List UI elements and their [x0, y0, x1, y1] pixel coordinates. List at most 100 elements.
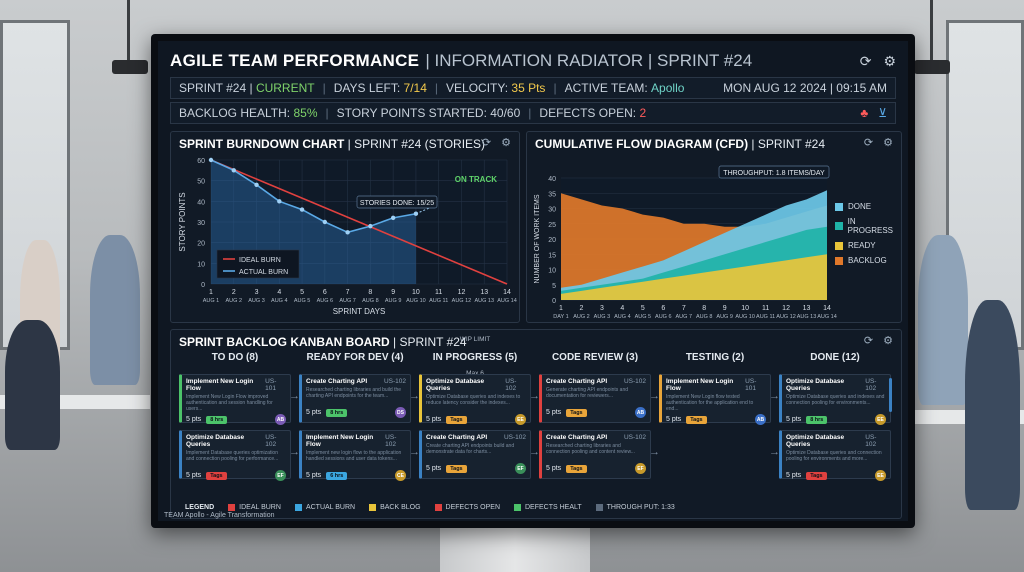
cfd-y-tick: 20: [548, 237, 556, 244]
avatar[interactable]: DS: [395, 407, 406, 418]
cfd-x-date: AUG 9: [716, 314, 733, 320]
kanban-column-header[interactable]: IN PROGRESS (5): [432, 352, 518, 363]
burndown-x-tick: 2: [232, 289, 236, 296]
wip-max: Max 6: [419, 370, 531, 378]
background-person: [965, 300, 1020, 510]
cfd-y-label: NUMBER OF WORK ITEMS: [534, 194, 541, 283]
avatar[interactable]: AB: [635, 407, 646, 418]
cfd-legend-backlog: BACKLOG: [835, 256, 901, 265]
kanban-panel: SPRINT BACKLOG KANBAN BOARD | SPRINT #24…: [170, 329, 902, 519]
burndown-y-tick: 20: [197, 241, 205, 248]
card-title: Optimize Database Queries: [186, 434, 245, 448]
health-info-bar: BACKLOG HEALTH: 85% | STORY POINTS START…: [170, 102, 896, 124]
kanban-card[interactable]: Implement New Login Flow US-101 Implement …: [659, 374, 771, 425]
cfd-x-date: AUG 8: [696, 314, 713, 320]
cfd-x-date: AUG 7: [676, 314, 693, 320]
kanban-card[interactable]: Optimize Database Queries US-102 Optimize …: [779, 430, 891, 481]
cfd-legend-ready: READY: [835, 241, 901, 250]
kanban-card[interactable]: Create Charting API US-102 Create charting…: [419, 430, 531, 479]
gear-icon[interactable]: ⚙: [883, 137, 893, 149]
monitor-stand: [440, 528, 590, 572]
card-title: Implement New Login Flow: [186, 378, 254, 392]
cfd-y-tick: 35: [548, 191, 556, 198]
card-id: US-102: [383, 378, 406, 385]
actual-burn-point: [390, 215, 396, 221]
kanban-column-header[interactable]: DONE (12): [810, 352, 860, 363]
burndown-x-tick: 9: [391, 289, 395, 296]
avatar[interactable]: AB: [755, 414, 766, 425]
card-id: US-102: [385, 434, 397, 448]
kanban-column-header[interactable]: TO DO (8): [211, 352, 259, 363]
flow-arrow-icon: →: [289, 446, 300, 458]
gear-icon[interactable]: ⚙: [501, 137, 511, 149]
legend-swatch: [514, 503, 521, 511]
actual-burn-point: [277, 199, 282, 204]
kanban-card[interactable]: Optimize Database Queries US-102 Optimize …: [419, 374, 531, 425]
kanban-column-header[interactable]: TESTING (2): [685, 352, 745, 363]
kanban-title: SPRINT BACKLOG KANBAN BOARD | SPRINT #24: [179, 335, 467, 349]
card-points: 5 pts: [546, 409, 562, 416]
kanban-card[interactable]: Implement New Login Flow US-102 Implement …: [299, 430, 411, 481]
burndown-y-tick: 0: [201, 282, 205, 289]
card-tag: 8 hrs: [206, 415, 228, 424]
sprint-info-bar: SPRINT #24 | CURRENT | DAYS LEFT: 7/14 |…: [170, 77, 896, 99]
avatar[interactable]: AB: [275, 414, 286, 425]
burndown-x-tick: 11: [435, 289, 442, 296]
card-description: Optimize Database queries and connection…: [786, 450, 882, 462]
card-title: Create Charting API: [426, 434, 488, 441]
cfd-y-tick: 25: [548, 222, 556, 229]
legend-swatch: [434, 503, 442, 511]
avatar[interactable]: CE: [395, 470, 406, 481]
cfd-x-date: AUG 5: [635, 314, 652, 320]
card-points: 5 pts: [546, 465, 562, 472]
cfd-x-tick: 13: [803, 305, 811, 312]
burndown-x-date: AUG 10: [406, 298, 426, 304]
org-chart-icon[interactable]: ♣: [860, 106, 869, 120]
avatar[interactable]: EE: [515, 414, 526, 425]
velocity-value: 35 Pts: [511, 81, 546, 95]
card-title: Create Charting API: [546, 378, 608, 385]
kanban-column-header[interactable]: READY FOR DEV (4): [306, 352, 404, 363]
avatar[interactable]: EF: [635, 463, 646, 474]
gear-icon[interactable]: ⚙: [883, 335, 893, 347]
kanban-card[interactable]: Create Charting API US-102 Researched char…: [539, 430, 651, 479]
avatar[interactable]: EF: [275, 470, 286, 481]
avatar[interactable]: EE: [875, 470, 886, 481]
legend-swatch: [595, 503, 603, 511]
card-id: US-102: [623, 434, 646, 441]
kanban-card[interactable]: Optimize Database Queries US-102 Optimize …: [779, 374, 891, 425]
legend-label: ACTUAL BURN: [305, 503, 356, 511]
kanban-card[interactable]: Create Charting API US-102 Generate charti…: [539, 374, 651, 423]
refresh-icon[interactable]: ⟳: [863, 335, 874, 347]
kanban-card[interactable]: Create Charting API US-102 Researched char…: [299, 374, 411, 423]
kanban-card[interactable]: Implement New Login Flow US-101 Implement …: [179, 374, 291, 425]
kanban-card[interactable]: Optimize Database Queries US-102 Implement…: [179, 430, 291, 481]
avatar[interactable]: EF: [515, 463, 526, 474]
kanban-column-header[interactable]: CODE REVIEW (3): [551, 352, 639, 363]
avatar[interactable]: EE: [875, 414, 886, 425]
dashboard-screen: AGILE TEAM PERFORMANCE | INFORMATION RAD…: [158, 41, 908, 521]
burndown-x-date: AUG 14: [497, 298, 517, 304]
ceiling-lamp-shade-right: [914, 60, 950, 74]
card-tag: 8 hrs: [326, 408, 348, 417]
burndown-y-tick: 40: [197, 199, 205, 206]
card-id: US-102: [623, 378, 646, 385]
refresh-icon[interactable]: ⟳: [863, 137, 874, 149]
filter-icon[interactable]: ⊻: [878, 106, 887, 120]
refresh-icon[interactable]: ⟳: [481, 137, 492, 149]
refresh-icon[interactable]: ⟳: [859, 52, 872, 69]
cfd-x-tick: 5: [641, 305, 645, 312]
card-description: Implement new login flow to the applicat…: [306, 450, 402, 462]
gear-icon[interactable]: ⚙: [883, 52, 896, 69]
cfd-legend: DONE IN PROGRESS READY BACKLOG: [835, 202, 901, 271]
cfd-x-date: DAY 1: [553, 314, 568, 320]
burndown-x-date: AUG 13: [474, 298, 494, 304]
burndown-y-tick: 50: [197, 179, 205, 186]
kanban-scrollbar[interactable]: [889, 378, 892, 412]
burndown-x-date: AUG 5: [294, 298, 311, 304]
on-track-status: ON TRACK: [455, 175, 497, 184]
cfd-x-tick: 3: [600, 305, 604, 312]
burndown-x-tick: 1: [209, 289, 213, 296]
burndown-x-tick: 5: [300, 289, 304, 296]
